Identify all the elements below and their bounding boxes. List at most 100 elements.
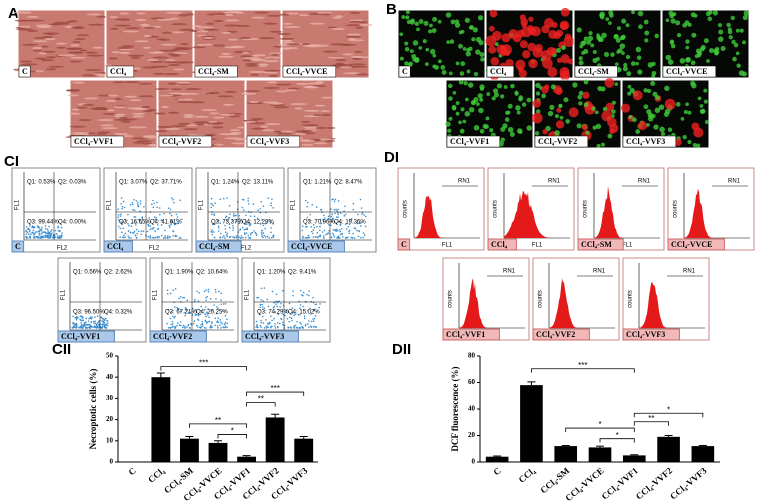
event [33, 234, 35, 236]
cell [432, 53, 437, 58]
micrograph: CCl₄-SM [573, 9, 662, 79]
event [131, 222, 134, 224]
event [224, 237, 226, 239]
event [273, 301, 275, 304]
cell [667, 59, 674, 65]
significance-label: *** [270, 384, 279, 393]
event [308, 294, 310, 297]
image-label: CCl₄-VVF2 [538, 137, 577, 146]
cell [500, 94, 505, 99]
event [97, 323, 100, 326]
y-tick-label: 30 [106, 394, 114, 402]
cell [578, 101, 583, 106]
cell [239, 37, 252, 40]
event [173, 317, 175, 319]
event [267, 326, 269, 329]
cell [636, 55, 642, 60]
event [334, 229, 336, 232]
event [319, 225, 321, 228]
event [207, 308, 209, 310]
label-box [442, 328, 500, 341]
cell [27, 19, 45, 22]
histogram-fill [684, 188, 744, 238]
cell [465, 51, 471, 57]
event [313, 317, 316, 320]
quadrant-value: Q4: 15.02% [288, 310, 320, 316]
event [340, 227, 343, 230]
cell [163, 61, 178, 64]
event [220, 299, 222, 301]
event [306, 201, 309, 204]
cell [224, 90, 238, 93]
micrograph: CCl₄-VVCE [277, 9, 373, 79]
cell [412, 40, 419, 46]
event [286, 317, 289, 320]
event [246, 227, 249, 229]
cell [595, 123, 602, 130]
cell [555, 47, 562, 53]
event [268, 237, 270, 239]
event [308, 290, 310, 292]
cell [282, 39, 293, 42]
cell [438, 59, 442, 64]
cell [507, 126, 514, 133]
event [260, 299, 262, 301]
event [243, 209, 245, 211]
event [235, 214, 237, 216]
flow-plot: Q1: 0.56%Q2: 2.62%Q3: 96.50%Q4: 0.32%FL2… [57, 257, 147, 343]
event [316, 225, 318, 228]
cell [643, 104, 649, 110]
event [282, 323, 284, 326]
event [344, 223, 347, 225]
event [247, 197, 250, 200]
panel-label: B [386, 1, 397, 18]
cell [581, 124, 589, 131]
cell [34, 57, 47, 60]
axis-label: counts [448, 290, 454, 308]
event [332, 217, 334, 220]
event [299, 304, 302, 306]
event [26, 231, 29, 234]
cell [687, 140, 692, 145]
cell [490, 56, 500, 66]
cell [514, 91, 519, 96]
event [222, 197, 225, 200]
event [166, 289, 169, 292]
cell [422, 39, 427, 44]
event [148, 217, 151, 219]
event [299, 307, 301, 309]
cell [16, 28, 34, 31]
cell [521, 102, 527, 107]
event [100, 327, 103, 329]
axis-label: FL2 [57, 246, 68, 252]
cell [501, 33, 511, 43]
cell [108, 16, 119, 19]
event [98, 326, 101, 329]
event [265, 325, 268, 327]
label-box [70, 135, 125, 148]
event [282, 289, 284, 292]
event [178, 324, 181, 326]
event [265, 236, 267, 238]
event [153, 202, 155, 205]
cell [655, 95, 660, 101]
event [174, 326, 177, 328]
cell [35, 24, 53, 27]
cell [306, 85, 317, 88]
cell [632, 90, 643, 101]
event [119, 215, 122, 217]
cell [472, 27, 478, 33]
event [211, 233, 214, 236]
cell [303, 109, 320, 112]
event [316, 231, 319, 234]
event [238, 236, 240, 238]
event [211, 229, 213, 231]
cell [467, 82, 474, 88]
cell [71, 132, 90, 135]
cell [670, 18, 676, 24]
event [291, 312, 294, 315]
cell [431, 28, 437, 34]
cell [654, 33, 659, 39]
event [117, 214, 120, 216]
